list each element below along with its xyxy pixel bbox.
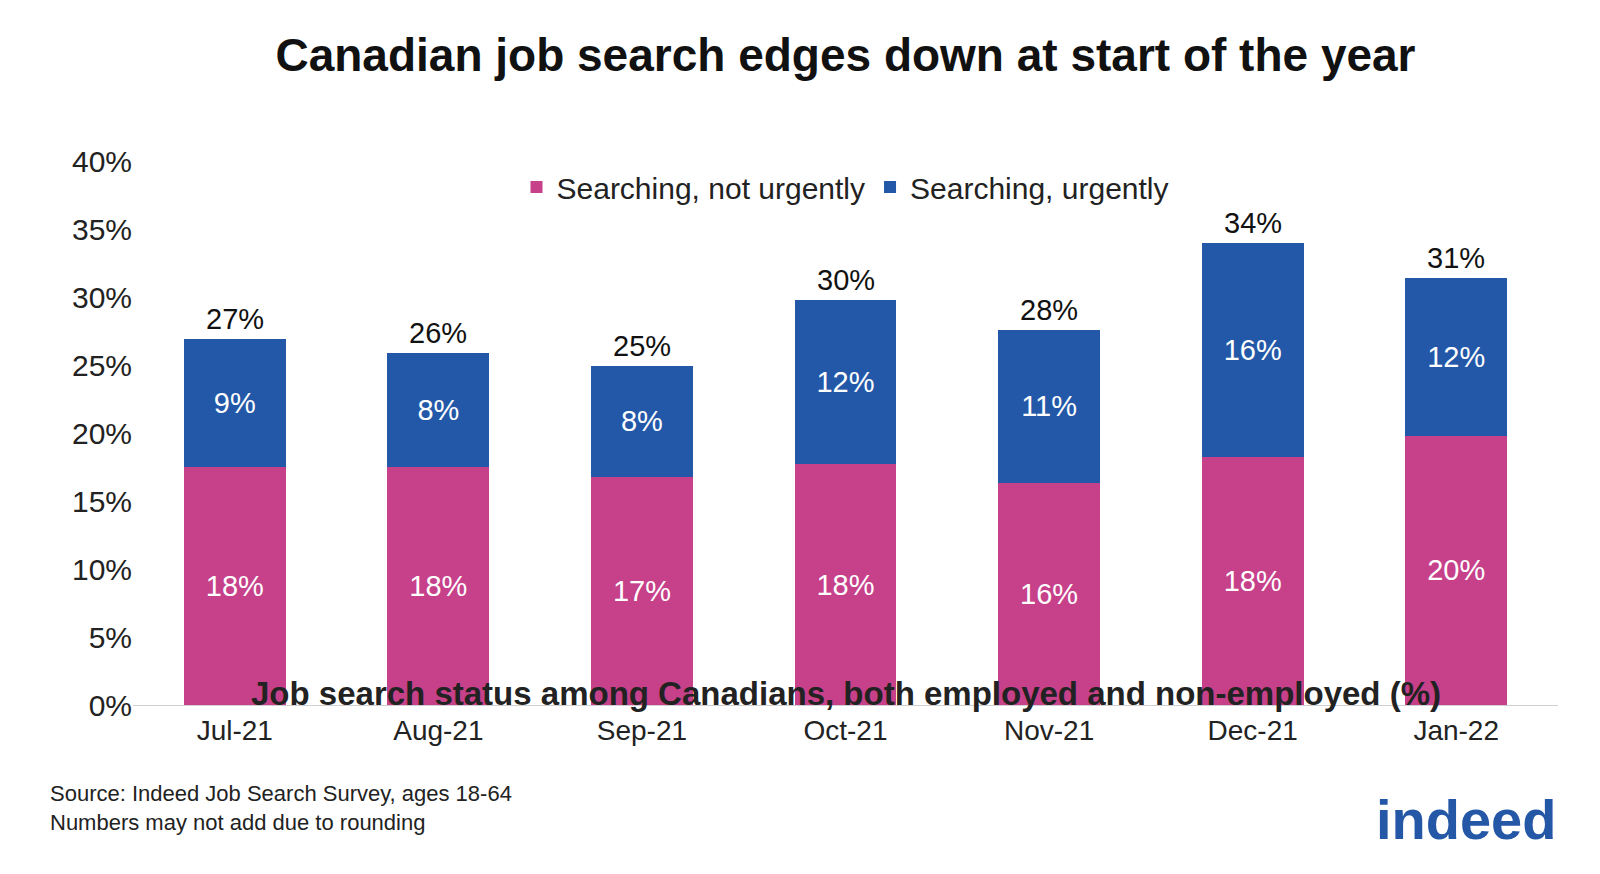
svg-text:11%: 11% [1021, 390, 1077, 422]
svg-text:16%: 16% [1224, 334, 1282, 366]
svg-text:17%: 17% [613, 575, 671, 607]
svg-text:Searching, urgently: Searching, urgently [910, 172, 1169, 205]
svg-text:10%: 10% [72, 553, 132, 586]
svg-text:18%: 18% [816, 569, 874, 601]
svg-text:Nov-21: Nov-21 [1004, 715, 1094, 746]
svg-text:16%: 16% [1020, 578, 1078, 610]
svg-text:Aug-21: Aug-21 [393, 715, 483, 746]
svg-text:Searching, not urgently: Searching, not urgently [557, 172, 866, 205]
svg-text:15%: 15% [72, 485, 132, 518]
svg-text:Jan-22: Jan-22 [1413, 715, 1499, 746]
svg-text:20%: 20% [1427, 554, 1485, 586]
svg-text:indeed: indeed [1376, 788, 1556, 851]
svg-text:28%: 28% [1020, 294, 1078, 326]
svg-text:27%: 27% [206, 303, 264, 335]
svg-text:18%: 18% [409, 570, 467, 602]
svg-text:Jul-21: Jul-21 [197, 715, 273, 746]
svg-text:8%: 8% [417, 394, 459, 426]
svg-text:Sep-21: Sep-21 [597, 715, 687, 746]
svg-text:18%: 18% [206, 570, 264, 602]
svg-text:Dec-21: Dec-21 [1208, 715, 1298, 746]
svg-text:25%: 25% [613, 330, 671, 362]
svg-text:18%: 18% [1224, 565, 1282, 597]
svg-text:Source: Indeed Job Search Surv: Source: Indeed Job Search Survey, ages 1… [50, 781, 512, 835]
svg-text:31%: 31% [1427, 242, 1485, 274]
svg-text:Oct-21: Oct-21 [803, 715, 887, 746]
svg-text:20%: 20% [72, 417, 132, 450]
svg-text:30%: 30% [817, 264, 875, 296]
svg-text:35%: 35% [72, 213, 132, 246]
svg-text:12%: 12% [1427, 341, 1485, 373]
svg-text:40%: 40% [72, 145, 132, 178]
svg-text:8%: 8% [621, 405, 663, 437]
svg-text:Job search status among Canadi: Job search status among Canadians, both … [251, 675, 1441, 712]
svg-text:26%: 26% [409, 317, 467, 349]
svg-text:0%: 0% [89, 689, 132, 722]
svg-text:30%: 30% [72, 281, 132, 314]
svg-text:12%: 12% [816, 366, 874, 398]
svg-text:34%: 34% [1224, 207, 1282, 239]
svg-text:Canadian job search edges down: Canadian job search edges down at start … [275, 29, 1415, 81]
svg-text:25%: 25% [72, 349, 132, 382]
svg-text:9%: 9% [214, 387, 256, 419]
svg-text:5%: 5% [89, 621, 132, 654]
